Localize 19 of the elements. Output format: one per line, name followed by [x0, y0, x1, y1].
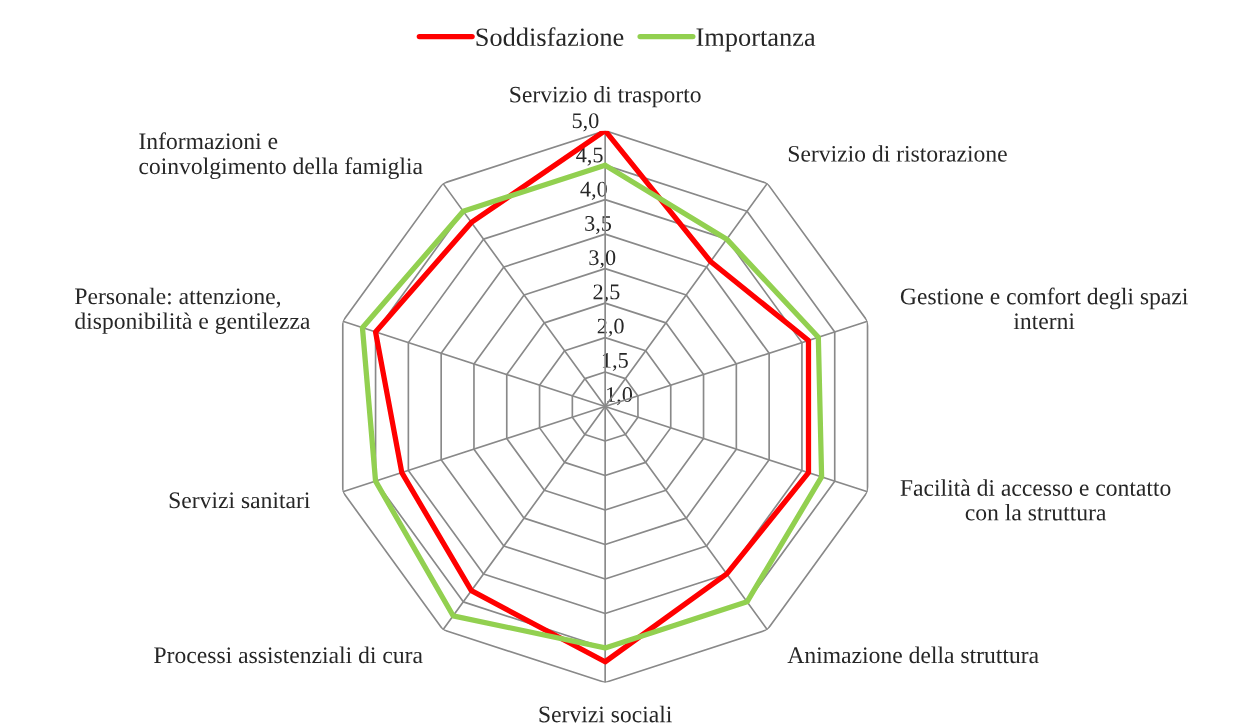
spoke-label: Servizi sociali	[539, 705, 672, 723]
y-tick-label: 3,5	[585, 215, 612, 235]
legend-label: Importanza	[696, 28, 816, 52]
spoke-label: Processi assistenziali di cura	[154, 646, 423, 664]
y-tick-label: 5,0	[572, 113, 599, 132]
legend-label: Soddisfazione	[476, 27, 624, 47]
y-tick-label: 3,0	[589, 250, 616, 269]
spoke-label: Informazioni e coinvolgimento della famiglia	[139, 132, 423, 180]
y-tick-label: 4,5	[576, 147, 603, 166]
spoke-label: Personale: attenzione, disponibilità e gentilezza	[75, 287, 311, 334]
spoke-label: Servizi sanitari	[169, 492, 310, 509]
spoke-label: Servizio di ristorazione	[788, 145, 1007, 162]
y-tick-label: 2,5	[593, 284, 620, 303]
y-tick-label: 1,5	[602, 352, 628, 372]
spoke-label: Animazione della struttura	[787, 646, 1039, 664]
spoke-label: Facilità di accesso e contatto con la struttura	[900, 479, 1171, 521]
y-tick-label: 1,0	[607, 387, 633, 406]
spoke-label: Gestione e comfort degli spazi interni	[900, 287, 1188, 330]
spoke-label: Servizio di trasporto	[510, 85, 701, 108]
